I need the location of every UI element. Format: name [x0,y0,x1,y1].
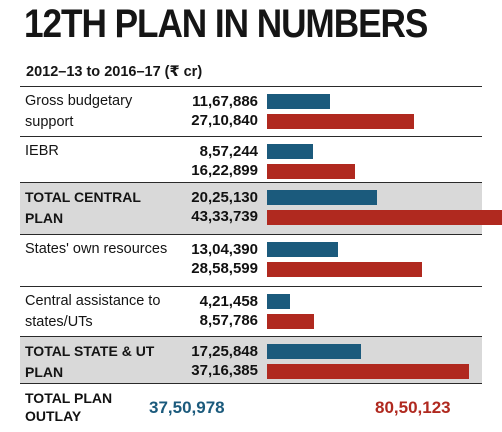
row-3: States' own resources 13,04,390 28,58,599 [20,234,482,287]
value-label-2017: 37,16,385 [191,362,258,379]
row-label: TOTAL CENTRAL PLAN [25,189,141,226]
value-label-2012: 11,67,886 [192,93,258,110]
value-label-2012: 20,25,130 [191,189,258,206]
row-label: Central assistance to states/UTs [25,293,161,330]
bar-series-a [267,242,338,257]
value-label-2012: 13,04,390 [191,241,258,258]
bar-series-b [267,364,469,379]
total-label: TOTAL PLAN OUTLAY [25,390,113,424]
bar-series-b [267,210,502,225]
bar-series-b [267,262,422,277]
value-label-2012: 17,25,848 [191,343,258,360]
value-label-2017: 28,58,599 [191,260,258,277]
value-label-2017: 43,33,739 [191,208,258,225]
bar-series-a [267,94,330,109]
bar-series-b [267,314,314,329]
bar-series-a [267,190,377,205]
row-1: IEBR 8,57,244 16,22,899 [20,136,482,183]
value-label-2012: 4,21,458 [199,293,258,310]
total-row: TOTAL PLAN OUTLAY 37,50,978 80,50,123 [20,383,482,432]
bar-series-a [267,344,361,359]
value-label-2017: 27,10,840 [191,112,258,129]
total-value-b: 80,50,123 [375,398,451,417]
value-label-2012: 8,57,244 [199,143,258,160]
row-2: TOTAL CENTRAL PLAN 20,25,130 43,33,739 [20,182,502,235]
bar-series-a [267,294,290,309]
chart-subtitle: 2012–13 to 2016–17 (₹ cr) [26,64,203,80]
row-5: TOTAL STATE & UT PLAN 17,25,848 37,16,385 [20,336,482,384]
bar-series-b [267,114,414,129]
row-label: TOTAL STATE & UT PLAN [25,343,155,380]
row-label: IEBR [25,143,59,159]
row-4: Central assistance to states/UTs 4,21,458… [20,286,482,337]
row-label: Gross budgetary support [25,93,133,130]
value-label-2017: 8,57,786 [199,312,258,329]
row-0: Gross budgetary support 11,67,886 27,10,84… [20,86,482,137]
chart-title: 12TH PLAN IN NUMBERS [24,2,428,46]
bar-series-b [267,164,355,179]
value-label-2017: 16,22,899 [191,162,258,179]
total-value-a: 37,50,978 [149,398,225,417]
row-label: States' own resources [25,241,168,257]
bar-series-a [267,144,313,159]
